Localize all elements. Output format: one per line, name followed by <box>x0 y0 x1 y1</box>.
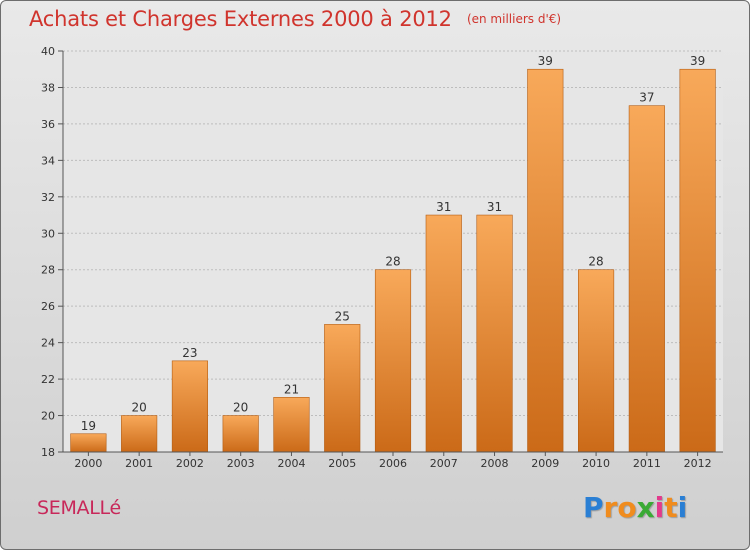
y-tick-label: 22 <box>41 373 55 386</box>
logo-letter: x <box>636 491 655 524</box>
x-tick-label-2007: 2007 <box>430 457 458 470</box>
x-tick-label-2003: 2003 <box>227 457 255 470</box>
data-label-2008: 31 <box>487 200 502 214</box>
data-label-2009: 39 <box>538 54 553 68</box>
x-tick-label-2009: 2009 <box>531 457 559 470</box>
y-tick-label: 18 <box>41 446 55 459</box>
logo-letter: i <box>654 491 665 524</box>
y-tick-label: 40 <box>41 45 55 58</box>
y-tick-label: 24 <box>41 337 55 350</box>
data-label-2005: 25 <box>335 309 350 323</box>
logo-letter: o <box>617 491 637 524</box>
logo-letter: i <box>677 491 688 524</box>
axis-layer: 18 20 22 24 26 28 30 32 34 36 38 40 2000 2001 2002 2003… <box>41 45 723 470</box>
data-label-2003: 20 <box>233 401 248 415</box>
data-label-2011: 37 <box>639 91 654 105</box>
x-tick-label-2000: 2000 <box>74 457 102 470</box>
data-label-2004: 21 <box>284 382 299 396</box>
data-label-2006: 28 <box>385 255 400 269</box>
y-tick-label: 34 <box>41 154 55 167</box>
y-tick-label: 20 <box>41 410 55 423</box>
bar-2008 <box>476 214 513 453</box>
x-tick-label-2010: 2010 <box>582 457 610 470</box>
bar-2011 <box>628 105 665 453</box>
commune-name: SEMALLé <box>37 497 121 519</box>
chart-unit: (en milliers d'€) <box>466 12 562 26</box>
proxiti-logo: Proxiti <box>583 491 687 524</box>
data-label-2001: 20 <box>132 401 147 415</box>
bar-2006 <box>374 269 412 453</box>
y-tick-label: 30 <box>41 227 55 240</box>
data-label-2007: 31 <box>436 200 451 214</box>
bar-2003 <box>222 415 259 453</box>
x-tick-label-2002: 2002 <box>176 457 204 470</box>
data-label-2010: 28 <box>588 255 603 269</box>
bar-2009 <box>527 68 564 453</box>
bar-2004 <box>273 397 310 453</box>
logo-letter: P <box>583 491 604 524</box>
y-tick-label: 32 <box>41 191 55 204</box>
bar-2001 <box>121 415 158 453</box>
bar-layer: 19 20 23 20 21 25 28 31 31 39 28 37 39 <box>70 54 716 453</box>
x-tick-label-2012: 2012 <box>684 457 712 470</box>
logo-letter: r <box>603 491 618 524</box>
data-label-2012: 39 <box>690 54 705 68</box>
data-label-2002: 23 <box>182 346 197 360</box>
y-tick-label: 38 <box>41 81 55 94</box>
x-tick-label-2006: 2006 <box>379 457 407 470</box>
y-tick-label: 36 <box>41 118 55 131</box>
y-tick-label: 28 <box>41 264 55 277</box>
x-tick-label-2004: 2004 <box>277 457 305 470</box>
bar-2010 <box>578 269 615 453</box>
bar-2007 <box>425 214 462 453</box>
data-label-2000: 19 <box>81 419 96 433</box>
x-tick-label-2008: 2008 <box>481 457 509 470</box>
x-tick-label-2011: 2011 <box>633 457 661 470</box>
bar-2012 <box>679 68 716 453</box>
chart-title: Achats et Charges Externes 2000 à 2012 <box>29 7 452 31</box>
bar-2005 <box>324 324 361 453</box>
bar-2002 <box>171 360 208 453</box>
y-tick-label: 26 <box>41 300 55 313</box>
x-tick-label-2001: 2001 <box>125 457 153 470</box>
bar-2000 <box>70 433 107 453</box>
x-tick-label-2005: 2005 <box>328 457 356 470</box>
chart-title-block: Achats et Charges Externes 2000 à 2012 (… <box>29 7 561 31</box>
logo-letter: t <box>664 491 678 524</box>
